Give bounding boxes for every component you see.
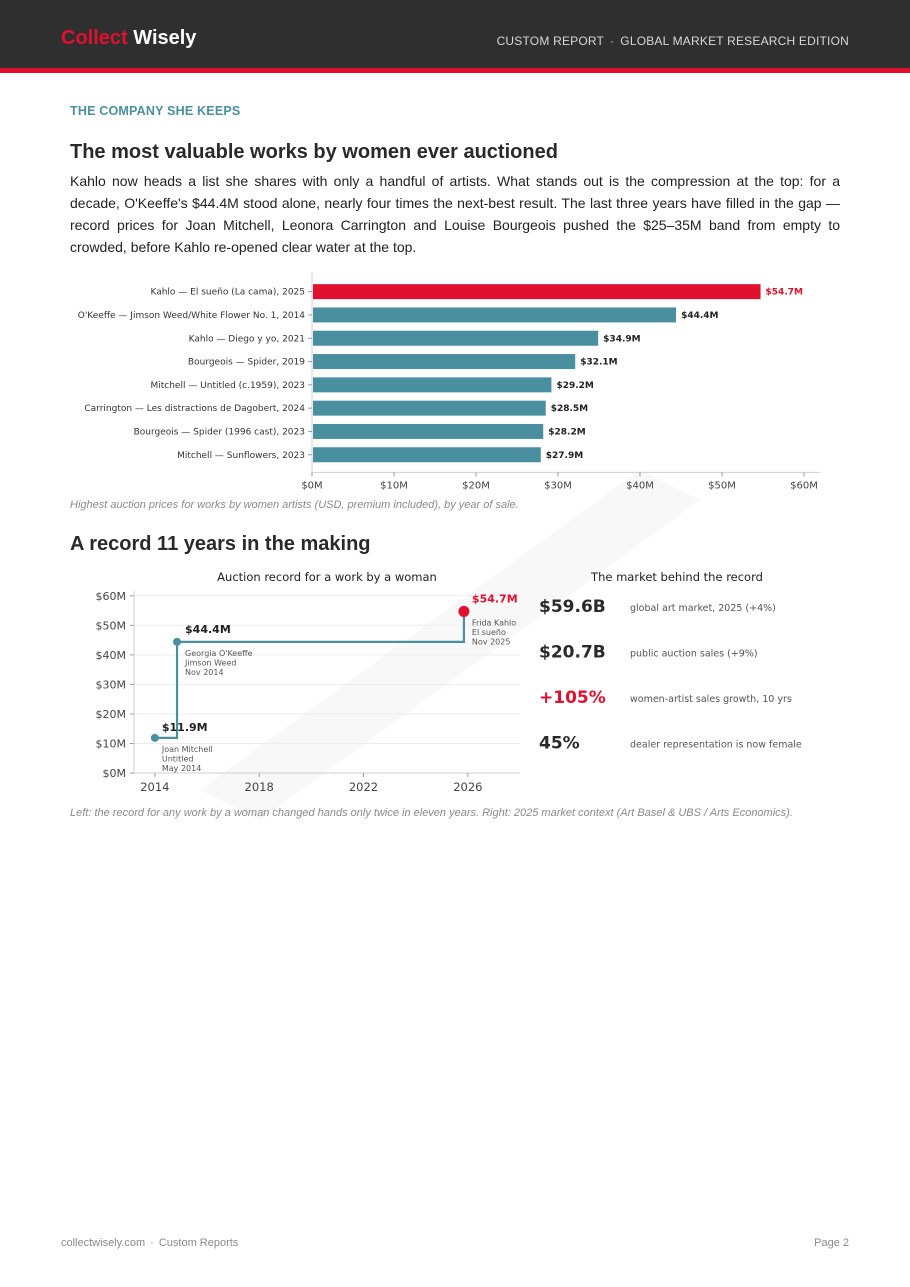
- bar: [313, 400, 546, 416]
- step-point-label: $11.9M: [162, 721, 208, 734]
- stat-label: women-artist sales growth, 10 yrs: [630, 694, 792, 705]
- step-annotation: El sueño: [472, 628, 506, 637]
- market-stats-panel: The market behind the record $59.6B global…: [539, 570, 802, 754]
- brand-word-wisely: Wisely: [133, 27, 197, 49]
- step-x-tick-label: 2018: [245, 780, 274, 794]
- bar: [313, 330, 599, 346]
- bar-category-label: Bourgeois — Spider (1996 cast), 2023: [134, 427, 305, 437]
- bar: [313, 284, 761, 300]
- bar-value-label: $32.1M: [580, 358, 617, 368]
- bar-category-label: Kahlo — Diego y yo, 2021: [189, 334, 305, 344]
- step-annotation: Nov 2014: [185, 668, 224, 677]
- bar: [313, 377, 552, 393]
- step-x-tick-label: 2014: [140, 780, 169, 794]
- step-chart-title: Auction record for a work by a woman: [217, 570, 437, 584]
- step-point: [173, 637, 182, 646]
- step-point: [150, 733, 159, 742]
- bar-value-label: $44.4M: [681, 311, 718, 321]
- step-chart-caption: Left: the record for any work by a woman…: [70, 807, 793, 819]
- footer-left: collectwisely.com · Custom Reports: [61, 1237, 238, 1249]
- bar-value-label: $29.2M: [556, 381, 593, 391]
- footer-site-link[interactable]: collectwisely.com: [61, 1237, 146, 1249]
- step-annotation: Nov 2025: [472, 637, 511, 646]
- bar-category-label: O'Keeffe — Jimson Weed/White Flower No. …: [78, 311, 306, 321]
- bar-x-tick-label: $10M: [380, 480, 408, 491]
- step-y-tick-label: $20M: [96, 708, 127, 721]
- report-edition: CUSTOM REPORT · GLOBAL MARKET RESEARCH EDI…: [497, 34, 849, 48]
- bar-category-label: Kahlo — El sueño (La cama), 2025: [150, 288, 305, 298]
- stat-label: public auction sales (+9%): [630, 649, 758, 660]
- header-accent-bar: [0, 68, 910, 73]
- stat-value: $59.6B: [539, 597, 606, 617]
- bar-category-label: Carrington — Les distractions de Dagober…: [84, 404, 305, 414]
- stat-value: $20.7B: [539, 643, 606, 663]
- stat-value: 45%: [539, 734, 580, 754]
- bar: [313, 423, 544, 439]
- step-point-label: $44.4M: [185, 623, 231, 636]
- bar: [313, 307, 677, 323]
- step-x-tick-label: 2026: [453, 780, 482, 794]
- bar: [313, 354, 576, 370]
- bar-x-tick-label: $20M: [462, 480, 490, 491]
- bar-value-label: $54.7M: [766, 288, 803, 298]
- bar: [313, 447, 541, 463]
- step-y-tick-label: $50M: [96, 619, 127, 632]
- footer-separator: ·: [150, 1237, 154, 1249]
- bar-x-tick-label: $60M: [790, 480, 818, 491]
- bar-category-label: Bourgeois — Spider, 2019: [188, 358, 305, 368]
- step-annotation: Untitled: [162, 754, 194, 763]
- step-annotation: Frida Kahlo: [472, 618, 516, 627]
- bar-chart-caption: Highest auction prices for works by wome…: [70, 499, 519, 511]
- bar-category-label: Mitchell — Untitled (c.1959), 2023: [150, 381, 305, 391]
- section-paragraph: Kahlo now heads a list she shares with o…: [70, 173, 840, 255]
- footer-section: Custom Reports: [158, 1237, 239, 1249]
- step-y-tick-label: $10M: [96, 737, 127, 750]
- section-title-2: A record 11 years in the making: [70, 533, 371, 555]
- step-annotation: Joan Mitchell: [161, 745, 213, 754]
- bar-value-label: $34.9M: [603, 334, 640, 344]
- bar-x-tick-label: $50M: [708, 480, 736, 491]
- stat-label: global art market, 2025 (+4%): [630, 603, 776, 614]
- header-separator: ·: [610, 34, 615, 48]
- bar-value-label: $28.2M: [548, 427, 585, 437]
- brand-logo[interactable]: Collect Wisely: [61, 27, 196, 50]
- step-y-tick-label: $30M: [96, 678, 127, 691]
- bar-category-label: Mitchell — Sunflowers, 2023: [177, 451, 305, 461]
- record-step-chart: Auction record for a work by a woman $0M $…: [96, 570, 520, 794]
- brand-word-collect: Collect: [61, 27, 128, 49]
- section-title: The most valuable works by women ever au…: [70, 141, 558, 163]
- stat-label: dealer representation is now female: [630, 740, 802, 751]
- step-point: [458, 605, 470, 617]
- step-point-label: $54.7M: [472, 592, 518, 605]
- page-header: Collect Wisely CUSTOM REPORT · GLOBAL MARK…: [0, 0, 910, 68]
- page-number: Page 2: [814, 1237, 849, 1249]
- step-y-tick-label: $0M: [103, 767, 127, 780]
- stat-value: +105%: [539, 688, 606, 708]
- step-y-tick-label: $60M: [96, 590, 127, 603]
- step-annotation: May 2014: [162, 764, 201, 773]
- stats-title: The market behind the record: [590, 570, 763, 584]
- step-annotation: Georgia O'Keeffe: [185, 649, 253, 658]
- bar-x-tick-label: $40M: [626, 480, 654, 491]
- bar-x-tick-label: $0M: [301, 480, 322, 491]
- bar-chart: Kahlo — El sueño (La cama), 2025 $54.7M O'…: [78, 272, 820, 491]
- step-x-tick-label: 2022: [349, 780, 378, 794]
- edition-label: GLOBAL MARKET RESEARCH EDITION: [620, 34, 849, 48]
- step-y-tick-label: $40M: [96, 649, 127, 662]
- bar-value-label: $27.9M: [546, 451, 583, 461]
- report-type: CUSTOM REPORT: [496, 34, 605, 48]
- bar-x-tick-label: $30M: [544, 480, 572, 491]
- bar-value-label: $28.5M: [551, 404, 588, 414]
- section-kicker: THE COMPANY SHE KEEPS: [70, 104, 241, 118]
- step-annotation: Jimson Weed: [184, 658, 236, 667]
